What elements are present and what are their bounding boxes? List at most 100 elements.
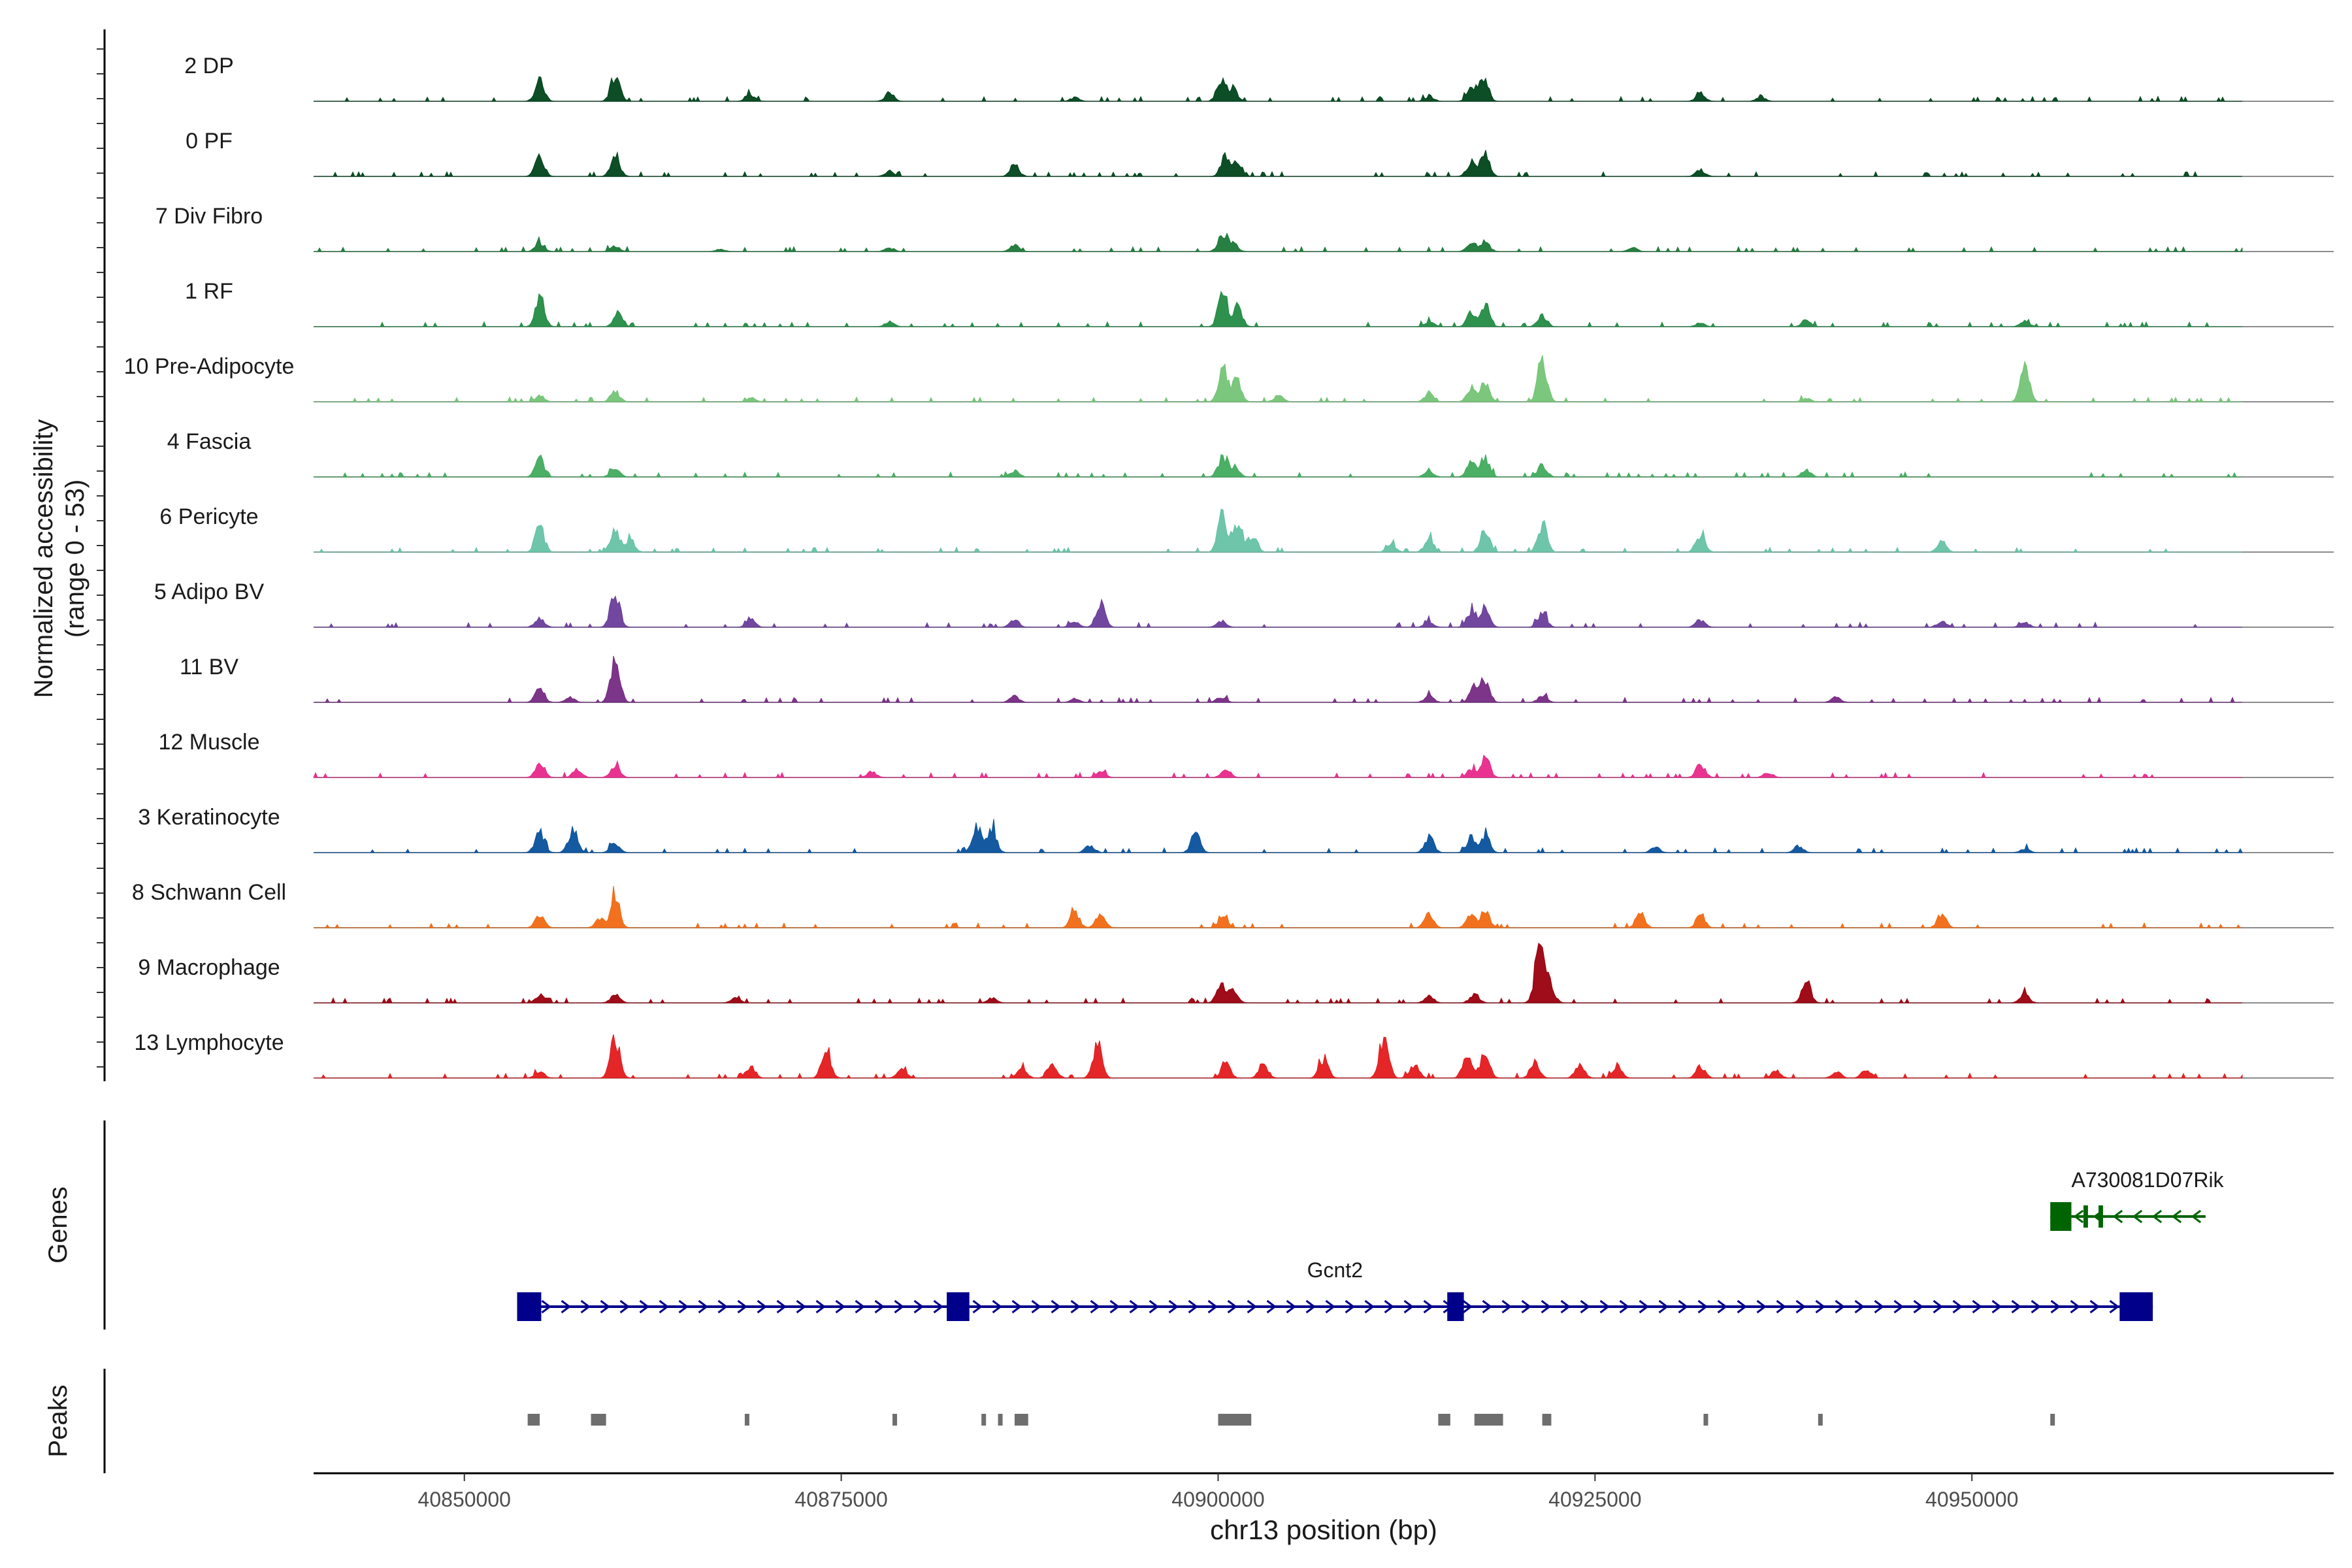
strand-arrow xyxy=(1207,1299,1218,1314)
strand-arrow xyxy=(1109,1299,1120,1314)
track-label: 13 Lymphocyte xyxy=(134,1030,284,1055)
strand-arrow xyxy=(1658,1299,1669,1314)
peaks-axis-title: Peaks xyxy=(44,1384,73,1457)
strand-arrow xyxy=(2031,1299,2042,1314)
coverage-area xyxy=(314,655,2242,704)
strand-arrow xyxy=(2112,1209,2123,1224)
strand-arrow xyxy=(1854,1299,1865,1314)
track-4: 1 RF xyxy=(185,279,2334,328)
exon xyxy=(2050,1202,2072,1231)
peak xyxy=(892,1414,898,1426)
strand-arrow xyxy=(1580,1299,1591,1314)
strand-arrow xyxy=(1305,1299,1316,1314)
strand-arrow xyxy=(992,1299,1003,1314)
strand-arrow xyxy=(1815,1299,1826,1314)
strand-arrow xyxy=(1188,1299,1199,1314)
exon xyxy=(1447,1292,1464,1321)
gene-1: A730081D07Rik xyxy=(2050,1168,2225,1231)
track-6: 4 Fascia xyxy=(167,429,2334,478)
peak xyxy=(2050,1414,2055,1426)
coverage-area xyxy=(314,454,2242,478)
strand-arrow xyxy=(1129,1299,1140,1314)
strand-arrow xyxy=(855,1299,866,1314)
peak xyxy=(744,1414,749,1426)
strand-arrow xyxy=(1835,1299,1846,1314)
peak-track xyxy=(527,1414,2055,1426)
strand-arrow xyxy=(1619,1299,1630,1314)
peak xyxy=(1818,1414,1823,1426)
coverage-area xyxy=(314,819,2243,854)
strand-arrow xyxy=(1227,1299,1238,1314)
strand-arrow xyxy=(1462,1299,1473,1314)
strand-arrow xyxy=(659,1299,670,1314)
strand-arrow xyxy=(1776,1299,1787,1314)
strand-arrow xyxy=(1501,1299,1512,1314)
strand-arrow xyxy=(639,1299,650,1314)
peak xyxy=(1703,1414,1708,1426)
strand-arrow xyxy=(1913,1299,1924,1314)
gene-track: A730081D07Rik Gcnt2 xyxy=(517,1168,2225,1321)
strand-arrow xyxy=(1286,1299,1297,1314)
strand-arrow xyxy=(2050,1299,2061,1314)
track-7: 6 Pericyte xyxy=(159,504,2334,553)
coverage-area xyxy=(314,1034,2243,1079)
track-13: 9 Macrophage xyxy=(138,942,2334,1004)
track-label: 1 RF xyxy=(185,279,233,304)
coverage-area xyxy=(314,76,2242,103)
strand-arrow xyxy=(619,1299,630,1314)
strand-arrow xyxy=(1090,1299,1101,1314)
strand-arrow xyxy=(1991,1299,2002,1314)
strand-arrow xyxy=(972,1299,983,1314)
track-label: 6 Pericyte xyxy=(159,504,258,529)
strand-arrow xyxy=(2073,1209,2084,1224)
coverage-area xyxy=(314,290,2242,328)
x-tick-label: 40925000 xyxy=(1548,1488,1641,1511)
x-axis-title: chr13 position (bp) xyxy=(1210,1514,1437,1545)
exon xyxy=(947,1292,970,1321)
track-label: 7 Div Fibro xyxy=(155,204,263,229)
x-tick-label: 40950000 xyxy=(1925,1488,2018,1511)
x-axis-ticks: 40850000 40875000 40900000 40925000 40950000 xyxy=(418,1473,2018,1511)
strand-arrow xyxy=(913,1299,924,1314)
strand-arrow xyxy=(1266,1299,1277,1314)
strand-arrow xyxy=(1697,1299,1708,1314)
track-label: 10 Pre-Adipocyte xyxy=(124,354,295,379)
strand-arrow xyxy=(1149,1299,1160,1314)
coverage-tracks: 2 DP 0 PF 7 Div Fibro 1 RF 10 Pre-Adipocyte 4… xyxy=(124,54,2334,1079)
coverage-y-axis-title-line1: Normalized accessibility xyxy=(29,419,58,698)
strand-arrow xyxy=(1070,1299,1081,1314)
coverage-y-ticks xyxy=(97,48,105,1068)
peak xyxy=(1438,1414,1450,1426)
track-14: 13 Lymphocyte xyxy=(134,1030,2334,1079)
track-12: 8 Schwann Cell xyxy=(132,880,2334,928)
coverage-area xyxy=(314,508,2242,553)
strand-arrow xyxy=(1893,1299,1904,1314)
coverage-area xyxy=(314,885,2242,928)
track-10: 12 Muscle xyxy=(159,730,2334,779)
x-tick-label: 40900000 xyxy=(1171,1488,1264,1511)
strand-arrow xyxy=(757,1299,768,1314)
track-11: 3 Keratinocyte xyxy=(138,805,2334,854)
x-tick-label: 40850000 xyxy=(418,1488,511,1511)
peak xyxy=(591,1414,606,1426)
strand-arrow xyxy=(2109,1299,2120,1314)
strand-arrow xyxy=(600,1299,611,1314)
coverage-area xyxy=(314,232,2243,253)
strand-arrow xyxy=(1384,1299,1395,1314)
strand-arrow xyxy=(1599,1299,1610,1314)
strand-arrow xyxy=(1031,1299,1042,1314)
strand-arrow xyxy=(1541,1299,1552,1314)
coverage-area xyxy=(314,150,2242,178)
track-label: 3 Keratinocyte xyxy=(138,805,280,830)
track-5: 10 Pre-Adipocyte xyxy=(124,354,2334,403)
strand-arrow xyxy=(874,1299,885,1314)
strand-arrow xyxy=(894,1299,905,1314)
strand-arrow xyxy=(1933,1299,1944,1314)
peak xyxy=(998,1414,1003,1426)
coverage-area xyxy=(314,355,2242,403)
coverage-area xyxy=(314,942,2242,1004)
strand-arrow xyxy=(1795,1299,1806,1314)
strand-arrow xyxy=(1345,1299,1356,1314)
x-tick-label: 40875000 xyxy=(794,1488,887,1511)
track-3: 7 Div Fibro xyxy=(155,204,2334,253)
